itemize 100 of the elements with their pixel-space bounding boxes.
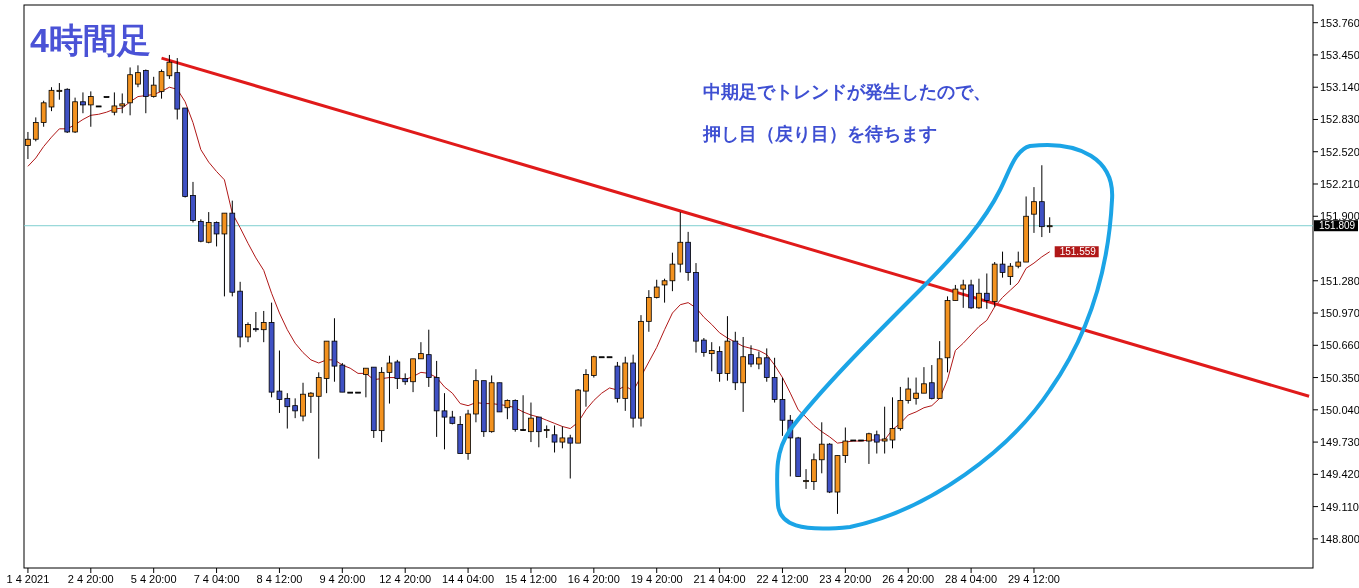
y-tick-label: 153.140 — [1320, 81, 1359, 94]
candlestick — [842, 427, 849, 464]
candlestick — [543, 424, 550, 439]
y-tick-label: 149.110 — [1320, 500, 1359, 513]
candlestick — [520, 394, 526, 432]
x-tick-label: 15 4 12:00 — [504, 573, 557, 585]
candlestick — [528, 402, 534, 443]
candlestick — [968, 279, 974, 310]
candlestick — [119, 92, 126, 114]
candlestick — [292, 397, 298, 419]
candlestick — [87, 90, 94, 128]
y-tick-label: 152.520 — [1320, 145, 1359, 158]
candlestick — [418, 341, 424, 360]
candlestick — [661, 278, 668, 304]
x-tick-label: 5 4 20:00 — [130, 573, 177, 585]
candlestick — [1007, 262, 1014, 286]
candlestick — [881, 406, 888, 455]
candlestick — [905, 377, 912, 405]
candlestick — [701, 337, 707, 358]
y-tick-label: 149.730 — [1320, 436, 1359, 449]
candlestick — [928, 364, 935, 400]
candlestick — [818, 421, 825, 474]
y-tick-label: 153.760 — [1320, 16, 1359, 29]
x-tick-label: 29 4 12:00 — [1007, 573, 1060, 585]
candlestick — [315, 371, 322, 460]
y-tick-label: 149.420 — [1320, 468, 1359, 481]
candlestick — [111, 91, 118, 116]
candlestick — [245, 321, 251, 343]
candlestick — [394, 359, 401, 390]
candlestick — [308, 391, 314, 414]
candlestick — [771, 357, 778, 404]
candlestick — [748, 344, 754, 368]
candlestick — [221, 212, 228, 297]
candlestick — [300, 382, 306, 422]
candlestick — [921, 366, 927, 394]
y-tick-label: 150.660 — [1320, 339, 1359, 352]
candlestick — [425, 329, 432, 388]
x-tick-label: 23 4 20:00 — [819, 573, 872, 585]
y-tick-label: 151.900 — [1320, 210, 1359, 223]
ref-line-label: 151.809 — [1319, 220, 1356, 232]
x-tick-label: 14 4 04:00 — [442, 573, 495, 585]
candlestick — [646, 289, 652, 333]
candlestick — [48, 86, 55, 112]
text: 4時間足 — [30, 21, 151, 59]
x-tick-label: 16 4 20:00 — [567, 573, 620, 585]
annotation: 中期足でトレンドが発生したので、 — [703, 82, 991, 102]
candlestick — [756, 351, 762, 370]
candlestick — [677, 211, 684, 273]
x-tick-label: 19 4 20:00 — [630, 573, 683, 585]
x-tick-label: 7 4 04:00 — [193, 573, 240, 585]
x-tick-label: 26 4 20:00 — [882, 573, 935, 585]
x-tick-label: 2 4 20:00 — [67, 573, 114, 585]
candlestick — [386, 355, 393, 405]
y-tick-label: 151.280 — [1320, 274, 1359, 287]
candlestick — [873, 430, 880, 455]
candlestick — [363, 367, 369, 398]
candlestick — [866, 432, 872, 465]
candlestick — [504, 398, 511, 420]
candlestick — [779, 377, 786, 437]
candlestick — [410, 358, 416, 393]
candlestick — [135, 64, 141, 88]
candlestick — [166, 54, 173, 80]
x-tick-label: 21 4 04:00 — [693, 573, 746, 585]
candlestick — [803, 468, 809, 490]
x-tick-label: 22 4 12:00 — [756, 573, 809, 585]
annotation: 押し目（戻り目）を待ちます — [702, 124, 937, 144]
candlestick — [811, 453, 817, 491]
candlestick — [559, 425, 566, 449]
y-tick-label: 152.830 — [1320, 113, 1359, 126]
y-tick-label: 153.450 — [1320, 48, 1359, 61]
candlestick — [551, 424, 558, 453]
candlestick — [716, 345, 723, 383]
candlestick — [158, 69, 165, 100]
x-tick-label: 8 4 12:00 — [256, 573, 303, 585]
candlestick — [80, 91, 86, 114]
candlestick — [40, 100, 47, 128]
y-tick-label: 150.970 — [1320, 307, 1359, 320]
candlestick — [276, 350, 283, 414]
candlestick — [32, 116, 39, 142]
candlestick — [567, 434, 574, 479]
x-tick-label: 9 4 20:00 — [319, 573, 366, 585]
y-tick-label: 148.800 — [1320, 532, 1359, 545]
candlestick — [583, 368, 589, 408]
candlestick — [889, 396, 896, 449]
candlestick — [976, 278, 982, 310]
x-tick-label: 12 4 20:00 — [379, 573, 432, 585]
candlestick — [441, 392, 448, 450]
candlestick — [960, 279, 967, 309]
x-tick-label: 1 4 2021 — [6, 573, 50, 585]
candlestick — [913, 377, 919, 406]
candlestick — [983, 272, 990, 310]
candlestick — [1031, 186, 1037, 234]
x-tick-label: 28 4 04:00 — [945, 573, 998, 585]
candlestick — [284, 392, 291, 430]
candlestick — [205, 211, 212, 244]
candlestick — [999, 251, 1006, 279]
candlestick — [535, 416, 542, 448]
y-tick-label: 150.350 — [1320, 371, 1359, 384]
y-tick-label: 150.040 — [1320, 403, 1359, 416]
candlestick — [213, 220, 220, 247]
